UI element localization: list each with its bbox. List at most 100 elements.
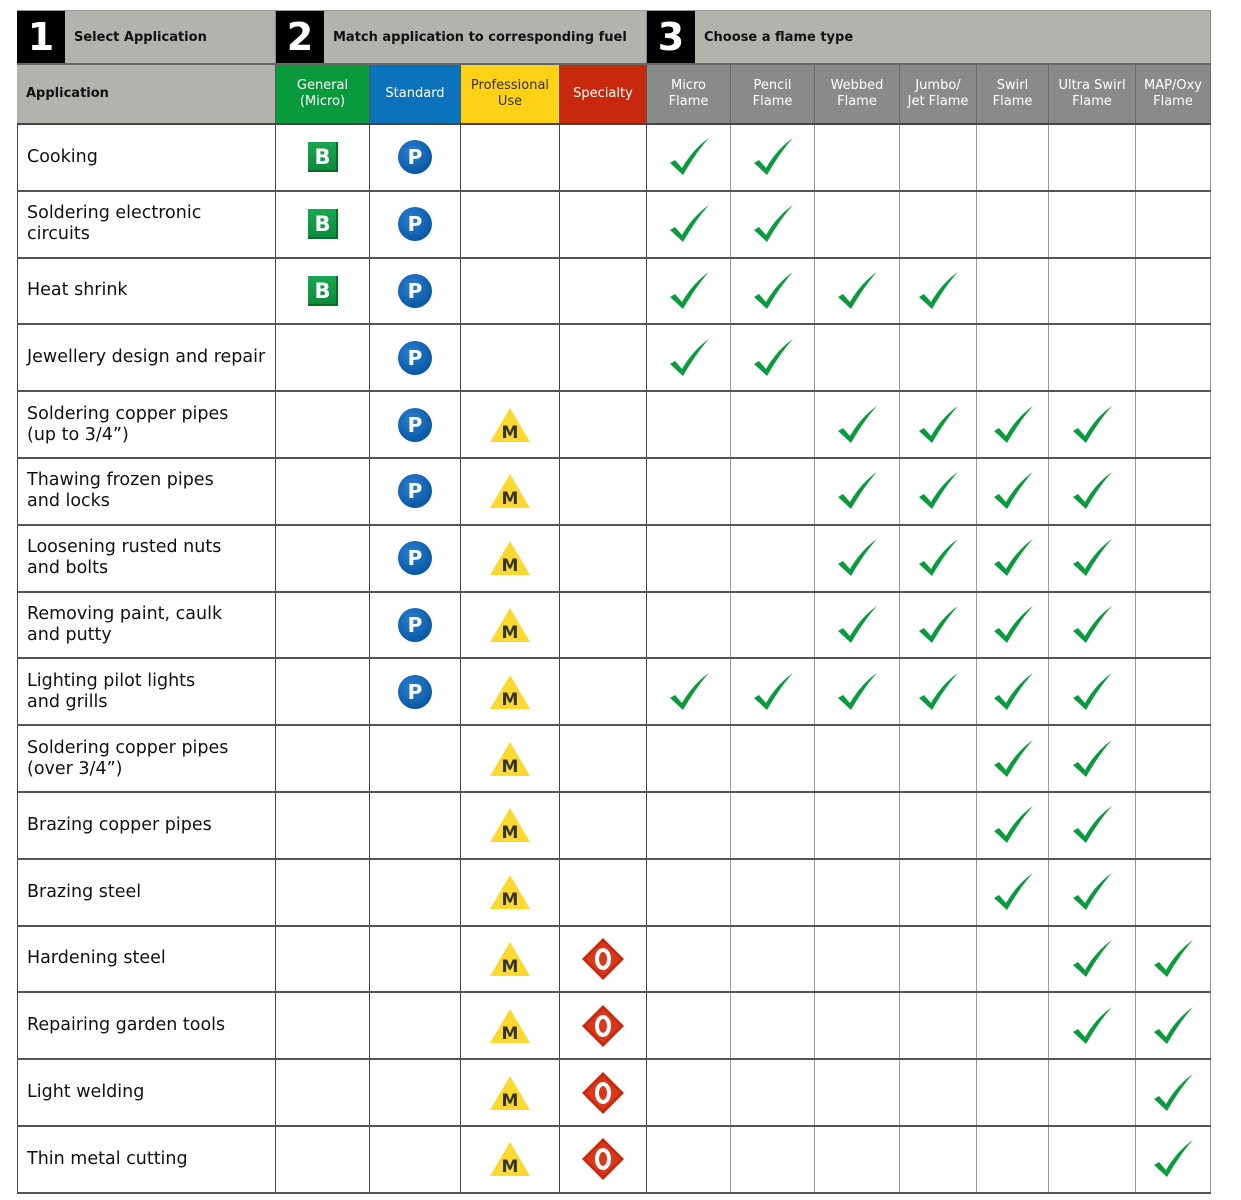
application-name: Lighting pilot lights and grills <box>17 659 276 725</box>
fuel-cell: B <box>276 258 370 324</box>
flame-cell <box>900 792 977 858</box>
table-row: Light welding M <box>17 1060 1211 1127</box>
fuel-m-icon: M <box>489 473 531 509</box>
flame-cell <box>731 1126 815 1192</box>
flame-cell <box>977 191 1049 257</box>
checkmark-icon <box>993 873 1033 911</box>
flame-cell <box>1136 926 1211 992</box>
flame-cell <box>1049 325 1136 391</box>
flame-cell <box>815 1060 900 1125</box>
fuel-cell: P <box>370 592 461 658</box>
step-3-number: 3 <box>647 11 695 63</box>
checkmark-icon <box>753 271 793 309</box>
fuel-cell <box>276 859 370 925</box>
fuel-p-icon: P <box>398 340 432 375</box>
flame-cell <box>900 125 977 190</box>
table-row: Brazing steel M <box>17 859 1211 927</box>
step-header-row: 1 Select Application 2 Match application… <box>17 10 1211 63</box>
fuel-cell <box>370 1126 461 1192</box>
fuel-cell: M <box>461 792 560 858</box>
flame-cell <box>815 592 900 658</box>
fuel-m-icon: M <box>489 874 531 910</box>
flame-cell <box>1136 191 1211 257</box>
flame-cell <box>977 859 1049 925</box>
flame-cell <box>1049 859 1136 925</box>
flame-cell <box>1049 1126 1136 1192</box>
flame-cell <box>1136 1060 1211 1125</box>
fuel-cell <box>370 1060 461 1125</box>
fuel-cell: M <box>461 592 560 658</box>
table-row: Thawing frozen pipes and locks P M <box>17 458 1211 526</box>
application-name: Light welding <box>17 1060 276 1125</box>
checkmark-icon <box>753 138 793 176</box>
fuel-cell <box>276 659 370 725</box>
flame-cell <box>1049 258 1136 324</box>
flame-cell <box>900 458 977 524</box>
column-header-fuel-1: Standard <box>370 65 461 123</box>
fuel-cell <box>560 859 647 925</box>
flame-cell <box>647 325 731 391</box>
application-name: Brazing steel <box>17 859 276 925</box>
fuel-p-icon: P <box>398 407 432 442</box>
flame-cell <box>1136 659 1211 725</box>
flame-cell <box>977 1126 1049 1192</box>
flame-cell <box>1136 125 1211 190</box>
flame-cell <box>731 592 815 658</box>
fuel-b-icon: B <box>307 209 338 240</box>
svg-text:M: M <box>502 823 519 843</box>
flame-cell <box>647 659 731 725</box>
fuel-p-icon: P <box>398 207 432 242</box>
step-3: 3 Choose a flame type <box>647 11 1211 63</box>
fuel-b-icon: B <box>307 275 338 306</box>
fuel-o-icon <box>581 1004 625 1048</box>
step-2: 2 Match application to corresponding fue… <box>276 11 647 63</box>
flame-cell <box>977 592 1049 658</box>
flame-cell <box>900 726 977 791</box>
fuel-cell <box>560 191 647 257</box>
fuel-cell <box>461 258 560 324</box>
fuel-cell <box>370 792 461 858</box>
checkmark-icon <box>1073 672 1112 710</box>
flame-cell <box>1136 592 1211 658</box>
fuel-cell: M <box>461 926 560 992</box>
fuel-p-icon: P <box>398 607 432 642</box>
fuel-cell: M <box>461 1060 560 1125</box>
column-header-row: Application General (Micro) Standard Profe… <box>17 63 1211 123</box>
checkmark-icon <box>838 672 877 710</box>
flame-cell <box>900 325 977 391</box>
flame-cell <box>731 726 815 791</box>
checkmark-icon <box>1073 806 1112 844</box>
flame-cell <box>900 993 977 1059</box>
fuel-cell <box>560 726 647 791</box>
flame-cell <box>647 191 731 257</box>
flame-cell <box>815 125 900 190</box>
checkmark-icon <box>1154 939 1193 977</box>
fuel-m-icon: M <box>489 941 531 977</box>
step-1-label: Select Application <box>74 29 207 45</box>
flame-cell <box>647 525 731 591</box>
fuel-cell <box>560 592 647 658</box>
fuel-cell <box>276 926 370 992</box>
fuel-o-icon <box>581 1071 625 1115</box>
checkmark-icon <box>1073 605 1112 643</box>
application-name: Soldering copper pipes (up to 3/4”) <box>17 392 276 457</box>
fuel-cell: P <box>370 191 461 257</box>
flame-cell <box>1136 859 1211 925</box>
checkmark-icon <box>1073 405 1112 443</box>
application-name: Loosening rusted nuts and bolts <box>17 525 276 591</box>
column-header-fuel-3: Specialty <box>560 65 647 123</box>
fuel-o-icon <box>581 1137 625 1181</box>
fuel-m-icon: M <box>489 1075 531 1111</box>
checkmark-icon <box>993 472 1033 510</box>
flame-cell <box>647 125 731 190</box>
flame-cell <box>815 926 900 992</box>
flame-cell <box>900 926 977 992</box>
table-row: Lighting pilot lights and grills P M <box>17 659 1211 727</box>
table-row: Loosening rusted nuts and bolts P M <box>17 525 1211 593</box>
column-header-flame-6: MAP/Oxy Flame <box>1136 65 1211 123</box>
flame-cell <box>900 525 977 591</box>
step-2-number: 2 <box>276 11 324 63</box>
application-name: Thawing frozen pipes and locks <box>17 458 276 524</box>
flame-cell <box>900 1126 977 1192</box>
flame-cell <box>977 258 1049 324</box>
